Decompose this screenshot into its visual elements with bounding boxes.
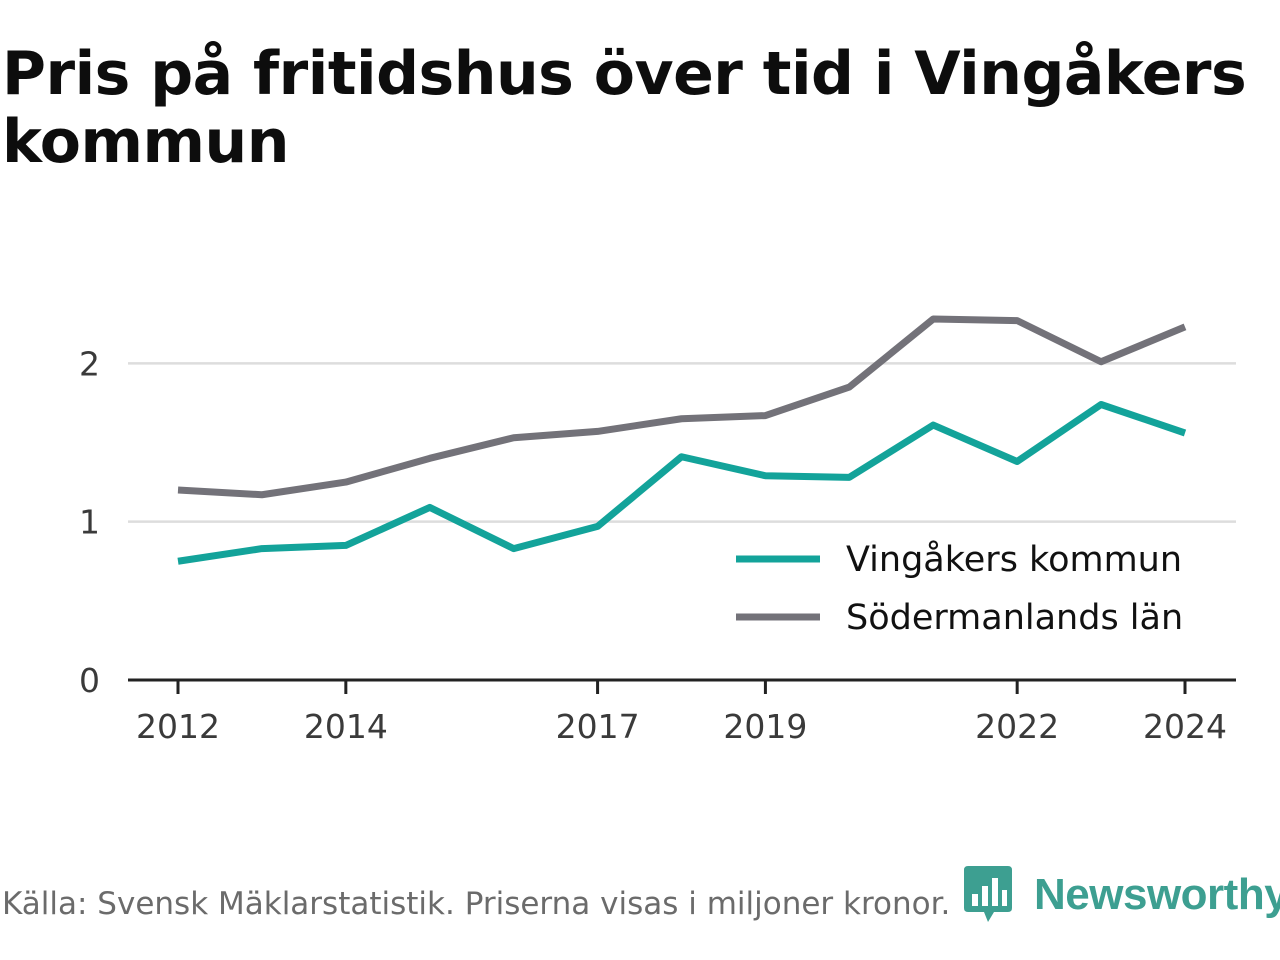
- x-tick-label-2012: 2012: [136, 707, 220, 746]
- x-tick-label-2014: 2014: [304, 707, 388, 746]
- y-tick-label-2: 2: [79, 344, 100, 383]
- brand-logo: Newsworthy: [962, 864, 1280, 926]
- series-lines: [177, 315, 1187, 565]
- y-axis-tick-labels: 0 1 2: [79, 344, 100, 700]
- legend-label-0: Vingåkers kommun: [846, 539, 1182, 580]
- page-title: Pris på fritidshus över tid i Vingåkers …: [2, 39, 1247, 177]
- x-tick-label-2017: 2017: [556, 707, 640, 746]
- legend: Vingåkers kommun Södermanlands län: [722, 530, 1208, 648]
- x-tick-label-2019: 2019: [723, 707, 807, 746]
- line-chart: 2012 2014 2017 2019 2022 2024 0 1 2 Vingåkers k…: [79, 315, 1236, 746]
- legend-label-1: Södermanlands län: [846, 598, 1183, 638]
- y-tick-label-1: 1: [79, 503, 100, 542]
- grid-lines: [128, 362, 1236, 523]
- x-axis: 2012 2014 2017 2019 2022 2024: [128, 678, 1236, 746]
- series-line-0: [177, 401, 1187, 565]
- x-tick-label-2022: 2022: [975, 707, 1059, 746]
- bar-chart-speech-bubble-icon: [964, 866, 1012, 922]
- y-tick-label-0: 0: [79, 661, 100, 700]
- source-note: Källa: Svensk Mäklarstatistik. Priserna …: [2, 886, 951, 922]
- series-line-1: [177, 315, 1187, 499]
- legend-background: [722, 530, 1208, 648]
- x-tick-label-2024: 2024: [1143, 707, 1227, 746]
- brand-name: Newsworthy: [1034, 870, 1280, 919]
